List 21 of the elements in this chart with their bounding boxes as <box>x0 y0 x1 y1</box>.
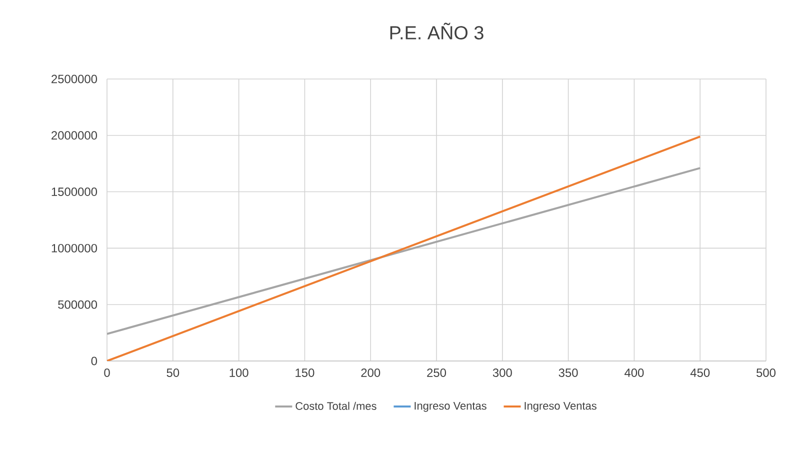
y-tick-label: 2000000 <box>52 131 98 140</box>
x-tick-label: 50 <box>166 368 180 377</box>
y-tick-label: 1500000 <box>52 188 98 196</box>
x-tick-label: 450 <box>690 368 710 377</box>
x-tick-label: 250 <box>427 368 446 377</box>
y-tick-label: 500000 <box>58 300 98 309</box>
legend-label: Ingreso Ventas <box>414 402 486 412</box>
x-tick-label: 200 <box>361 368 380 377</box>
y-tick-label: 0 <box>91 356 98 366</box>
y-tick-label: 1000000 <box>52 244 98 252</box>
legend-label: Ingreso Ventas <box>524 402 596 412</box>
y-tick-label: 2500000 <box>52 74 98 84</box>
x-tick-label: 350 <box>558 368 578 377</box>
x-tick-label: 500 <box>756 368 776 377</box>
x-tick-label: 300 <box>492 368 512 377</box>
x-tick-label: 150 <box>296 368 314 377</box>
chart-title: P.E. AÑO 3 <box>390 22 484 40</box>
x-tick-label: 0 <box>104 368 110 377</box>
x-tick-label: 100 <box>230 368 248 377</box>
legend-label: Costo Total /mes <box>296 402 376 410</box>
x-tick-label: 400 <box>624 368 644 377</box>
